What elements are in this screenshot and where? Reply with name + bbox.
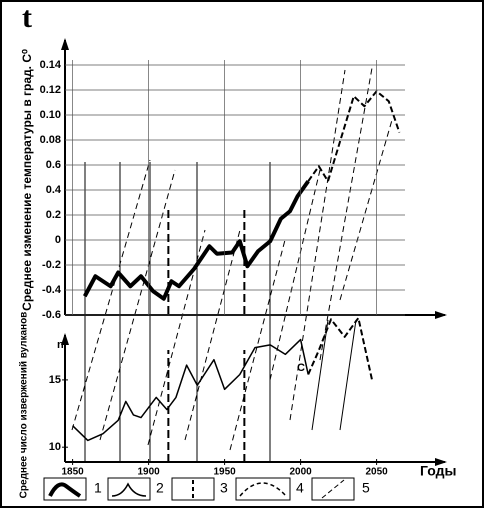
x-tick-label: 1850 bbox=[61, 467, 84, 478]
y-tick-label: 0.14 bbox=[40, 59, 62, 71]
y-tick-label: -0.6 bbox=[42, 309, 61, 321]
legend-label: 5 bbox=[362, 480, 370, 496]
axis-arrow bbox=[61, 38, 69, 50]
y-tick-label: 15 bbox=[49, 374, 61, 386]
axis-arrow bbox=[435, 311, 447, 319]
x-tick-label: 2000 bbox=[289, 467, 312, 478]
x-tick-label: 2050 bbox=[365, 467, 388, 478]
annotation: С bbox=[297, 362, 305, 374]
y-tick-label: 0.2 bbox=[46, 209, 61, 221]
axis-arrow bbox=[435, 458, 447, 466]
series-line bbox=[82, 180, 310, 301]
series-line bbox=[72, 338, 309, 442]
x-axis-label: Годы bbox=[420, 463, 456, 479]
series-line bbox=[307, 317, 374, 381]
axis-arrow bbox=[61, 333, 69, 345]
x-tick-label: 1950 bbox=[213, 467, 236, 478]
legend-label: 4 bbox=[296, 480, 304, 496]
chart-title: t bbox=[22, 1, 32, 34]
y-tick-label: 0 bbox=[55, 234, 61, 246]
y-tick-label: -0.4 bbox=[42, 284, 62, 296]
y-tick-label: 0.4 bbox=[46, 184, 62, 196]
y-tick-label: 0.6 bbox=[46, 159, 61, 171]
legend-label: 2 bbox=[156, 480, 164, 496]
y-tick-label: 0.12 bbox=[40, 84, 61, 96]
y-axis-label: Среднее число извержений вулканов bbox=[19, 312, 30, 499]
y-tick-label: 0.08 bbox=[40, 134, 61, 146]
solid-trend-lines bbox=[84, 162, 357, 462]
y-unit: n bbox=[57, 339, 64, 351]
x-tick-label: 1900 bbox=[137, 467, 160, 478]
legend-label: 3 bbox=[220, 480, 228, 496]
y-tick-label: -0.2 bbox=[42, 259, 61, 271]
legend-label: 1 bbox=[94, 480, 102, 496]
y-tick-label: 0.10 bbox=[40, 109, 61, 121]
y-axis-label: Среднее изменение температуры в град. С⁰ bbox=[20, 49, 34, 311]
y-tick-label: 10 bbox=[49, 441, 61, 453]
legend-icons bbox=[43, 477, 355, 501]
